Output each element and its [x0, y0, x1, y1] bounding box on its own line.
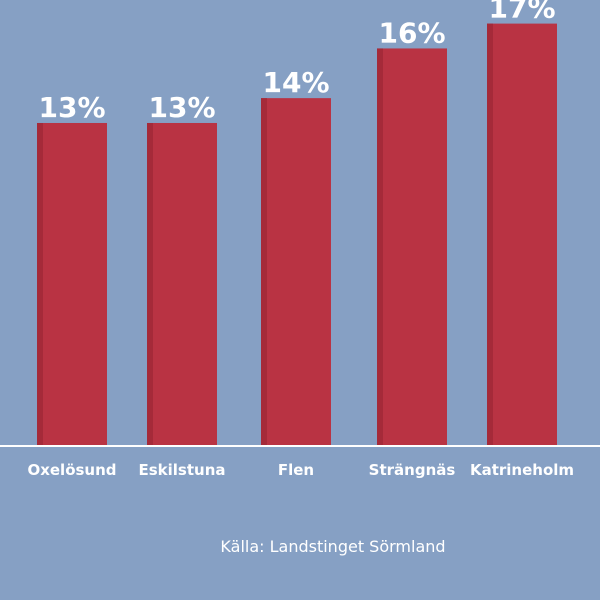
bar-2 — [261, 98, 331, 447]
category-label-0: Oxelösund — [27, 461, 116, 479]
category-labels-group: Oxelösund Eskilstuna Flen Strängnäs Katrineh… — [27, 461, 574, 479]
value-label-0: 13% — [38, 91, 105, 124]
bar-edge-1 — [147, 122, 153, 447]
bar-edge-3 — [377, 48, 383, 446]
value-label-4: 17% — [488, 0, 555, 25]
bar-0 — [37, 122, 107, 447]
bars-group — [37, 23, 557, 447]
value-label-3: 16% — [378, 16, 445, 49]
bar-3 — [377, 48, 447, 446]
category-label-2: Flen — [278, 461, 314, 479]
category-label-1: Eskilstuna — [138, 461, 225, 479]
bar-edge-4 — [487, 23, 493, 446]
bar-edge-0 — [37, 122, 43, 447]
bar-4 — [487, 23, 557, 446]
bar-1 — [147, 122, 217, 447]
value-labels-group: 13% 13% 14% 16% 17% — [38, 0, 555, 124]
category-label-4: Katrineholm — [470, 461, 574, 479]
source-note: Källa: Landstinget Sörmland — [220, 537, 445, 556]
value-label-2: 14% — [262, 66, 329, 99]
category-label-3: Strängnäs — [369, 461, 456, 479]
value-label-1: 13% — [148, 91, 215, 124]
bar-edge-2 — [261, 98, 267, 447]
